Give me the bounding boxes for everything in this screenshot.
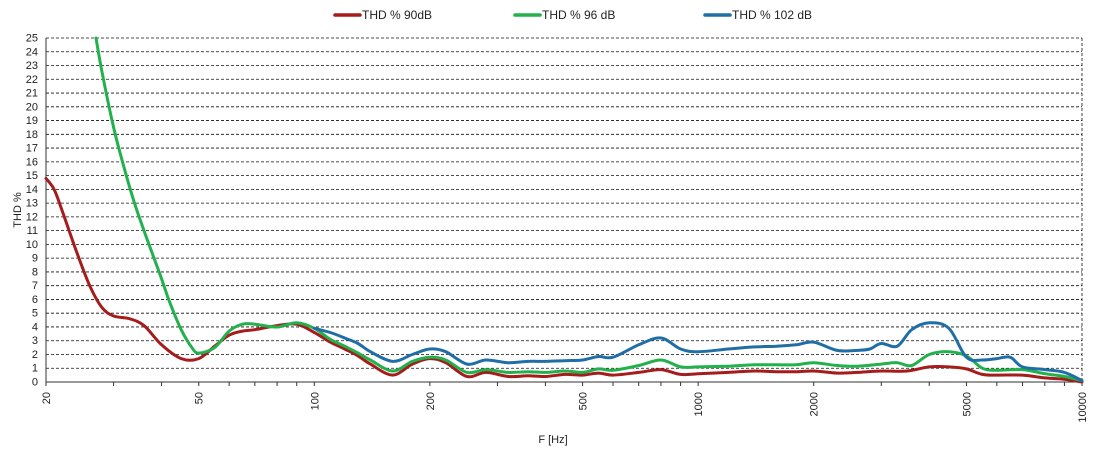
y-tick-label: 21 xyxy=(26,88,38,100)
y-tick-label: 22 xyxy=(26,74,38,86)
y-tick-label: 17 xyxy=(26,143,38,155)
x-tick-label: 500 xyxy=(578,392,590,410)
y-tick-label: 10 xyxy=(26,239,38,251)
y-tick-label: 0 xyxy=(32,377,38,389)
y-tick-label: 4 xyxy=(32,321,38,333)
y-tick-label: 23 xyxy=(26,60,38,72)
series-line-1 xyxy=(44,176,1084,384)
y-tick-label: 7 xyxy=(32,280,38,292)
chart-axes xyxy=(45,38,1083,386)
x-tick-label: 20 xyxy=(41,392,53,404)
x-tick-label: 100 xyxy=(309,392,321,410)
y-tick-label: 20 xyxy=(26,101,38,113)
y-tick-label: 19 xyxy=(26,115,38,127)
y-tick-label: 25 xyxy=(26,33,38,45)
y-tick-label: 1 xyxy=(32,363,38,375)
series-line-3 xyxy=(312,321,1084,383)
legend-label-3: THD % 102 dB xyxy=(732,8,812,22)
y-tick-label: 18 xyxy=(26,129,38,141)
chart-legend: THD % 90dB THD % 96 dB THD % 102 dB xyxy=(333,8,812,22)
y-tick-label: 12 xyxy=(26,211,38,223)
y-tick-label: 24 xyxy=(26,46,38,58)
legend-label-1: THD % 90dB xyxy=(362,8,432,22)
x-axis-tick-labels: 20 50 100 200 500 1000 2000 5000 10000 xyxy=(41,392,1089,423)
y-tick-label: 3 xyxy=(32,335,38,347)
y-tick-label: 16 xyxy=(26,156,38,168)
x-tick-label: 10000 xyxy=(1077,392,1089,423)
x-tick-label: 1000 xyxy=(693,392,705,416)
y-tick-label: 13 xyxy=(26,198,38,210)
y-tick-label: 2 xyxy=(32,349,38,361)
y-tick-label: 14 xyxy=(26,184,38,196)
x-tick-label: 2000 xyxy=(809,392,821,416)
x-tick-label: 200 xyxy=(425,392,437,410)
y-axis-label: THD % xyxy=(12,192,24,228)
x-axis-label: F [Hz] xyxy=(538,434,567,446)
series-line-2 xyxy=(94,36,1084,383)
legend-label-2: THD % 96 dB xyxy=(542,8,615,22)
y-tick-label: 6 xyxy=(32,294,38,306)
y-tick-label: 11 xyxy=(27,225,38,237)
y-tick-label: 15 xyxy=(26,170,38,182)
y-axis-tick-labels: 0123456789101112131415161718192021222324… xyxy=(26,33,38,389)
x-tick-label: 5000 xyxy=(961,392,973,416)
data-series xyxy=(44,36,1084,384)
x-tick-label: 50 xyxy=(194,392,206,404)
horizontal-gridlines xyxy=(46,37,1082,369)
y-tick-label: 5 xyxy=(32,308,38,320)
y-tick-label: 8 xyxy=(32,266,38,278)
y-tick-label: 9 xyxy=(32,253,38,265)
